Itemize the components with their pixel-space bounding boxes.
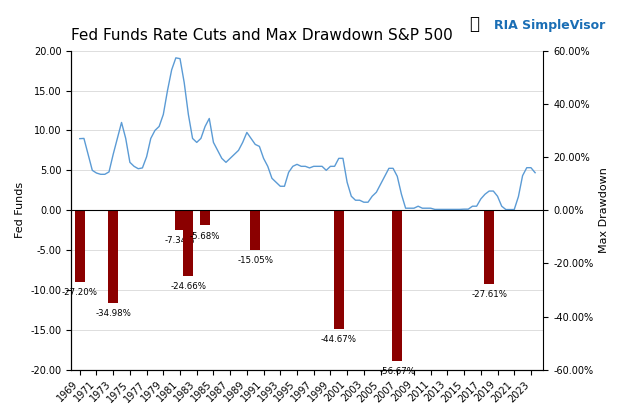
Text: -24.66%: -24.66% (170, 282, 207, 291)
Text: -56.67%: -56.67% (379, 367, 415, 376)
Text: RIA SimpleVisor: RIA SimpleVisor (494, 19, 605, 32)
Text: -34.98%: -34.98% (95, 309, 131, 318)
Bar (175, 210, 185, 230)
Bar (183, 210, 193, 276)
Text: Fed Funds Rate Cuts and Max Drawdown S&P 500: Fed Funds Rate Cuts and Max Drawdown S&P… (71, 28, 453, 43)
Y-axis label: Max Drawdown: Max Drawdown (599, 167, 609, 253)
Bar (392, 210, 402, 361)
Bar (484, 210, 494, 284)
Text: -15.05%: -15.05% (237, 256, 273, 266)
Text: -27.20%: -27.20% (62, 288, 98, 297)
Text: -7.34%: -7.34% (165, 236, 195, 245)
Text: 🦅: 🦅 (469, 15, 479, 33)
Bar (108, 210, 118, 303)
Y-axis label: Fed Funds: Fed Funds (15, 182, 25, 238)
Bar (250, 210, 260, 250)
Text: -44.67%: -44.67% (321, 336, 357, 344)
Text: -27.61%: -27.61% (471, 290, 507, 299)
Text: -5.68%: -5.68% (190, 232, 220, 241)
Bar (200, 210, 210, 225)
Bar (75, 210, 85, 282)
Bar (334, 210, 344, 329)
